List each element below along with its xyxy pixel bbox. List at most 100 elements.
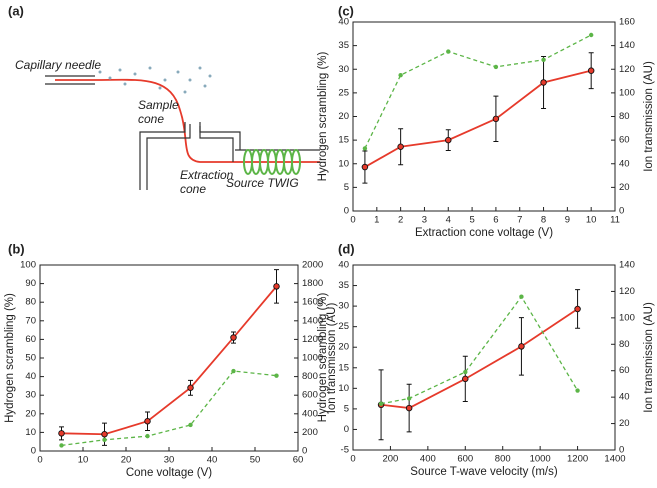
x-tick-label: 1000: [530, 454, 551, 465]
y-tick-label: 5: [344, 403, 349, 414]
y-tick-label: 60: [25, 334, 36, 345]
x-tick-label: 0: [350, 215, 355, 226]
point: [462, 375, 469, 383]
y2-tick-label: 120: [619, 286, 635, 297]
sample-cone: [146, 124, 191, 190]
x-tick-label: 3: [422, 215, 427, 226]
point: [518, 343, 525, 350]
diagram-label: cone: [138, 112, 164, 126]
x-tick-label: 0: [37, 455, 42, 466]
y-axis-title: Hydrogen scrambling (%): [317, 292, 329, 422]
x-axis-title: Extraction cone voltage (V): [415, 227, 553, 239]
y-tick-label: 25: [338, 87, 349, 98]
y-tick-label: 15: [338, 362, 349, 373]
panel-label: (c): [338, 3, 354, 18]
y2-tick-label: 200: [302, 427, 318, 438]
y2-tick-label: 1800: [302, 278, 323, 289]
ion-path: [55, 78, 320, 163]
y2-tick-label: 140: [619, 40, 635, 51]
point: [362, 146, 368, 151]
point: [446, 49, 451, 54]
point: [493, 64, 499, 70]
y-tick-label: 30: [25, 390, 36, 401]
x-tick-label: 9: [565, 215, 570, 226]
series-line: [364, 69, 592, 168]
panel-label: (b): [8, 241, 25, 256]
y2-tick-label: 80: [619, 339, 630, 350]
y-tick-label: 50: [25, 353, 36, 364]
series-line: [364, 34, 592, 149]
point: [519, 294, 524, 299]
twig: [243, 149, 301, 175]
y-tick-label: -5: [341, 445, 349, 456]
x-tick-label: 40: [207, 455, 218, 466]
point: [541, 57, 546, 62]
y-tick-label: 0: [31, 446, 36, 457]
y2-axis-title: Ion transmission (AU): [643, 302, 655, 413]
y2-tick-label: 140: [619, 260, 635, 271]
x-tick-label: 1: [374, 215, 379, 226]
y2-tick-label: 1200: [302, 334, 323, 345]
y-tick-label: 10: [338, 158, 349, 169]
sample-cone: [199, 126, 234, 162]
point: [575, 388, 580, 393]
y-tick-label: 100: [20, 260, 36, 271]
y2-tick-label: 160: [619, 17, 635, 28]
x-tick-label: 200: [382, 454, 398, 465]
diagram-label: cone: [180, 182, 206, 196]
x-tick-label: 2: [398, 215, 403, 226]
point: [378, 401, 384, 406]
plot-frame: [39, 264, 299, 452]
point: [588, 32, 594, 38]
y-tick-label: 40: [338, 17, 349, 28]
y-tick-label: 35: [338, 280, 349, 291]
y2-axis-title: Ion transmission (AU): [326, 303, 338, 414]
y2-tick-label: 0: [619, 445, 624, 456]
y2-tick-label: 400: [302, 408, 318, 419]
y2-tick-label: 40: [619, 158, 630, 169]
y-axis-title: Hydrogen scrambling (%): [4, 293, 16, 423]
point: [273, 283, 280, 290]
y-tick-label: 20: [25, 408, 36, 419]
y-tick-label: 25: [338, 321, 349, 332]
x-tick-label: 10: [586, 215, 597, 226]
y2-tick-label: 600: [302, 390, 318, 401]
point: [406, 396, 412, 401]
y2-tick-label: 0: [302, 446, 307, 457]
x-tick-label: 0: [350, 454, 355, 465]
point: [144, 417, 151, 425]
y-tick-label: 5: [344, 182, 349, 193]
y2-tick-label: 60: [619, 365, 630, 376]
y2-tick-label: 20: [619, 182, 630, 193]
y-tick-label: 20: [338, 111, 349, 122]
point: [445, 136, 452, 144]
point: [102, 437, 107, 443]
y2-tick-label: 0: [619, 206, 624, 217]
y-tick-label: 80: [25, 297, 36, 308]
y2-tick-label: 80: [619, 111, 630, 122]
y2-tick-label: 40: [619, 392, 630, 403]
y2-tick-label: 1400: [302, 315, 323, 326]
x-tick-label: 60: [293, 455, 304, 466]
point: [361, 163, 369, 171]
x-tick-label: 20: [121, 455, 132, 466]
point: [405, 404, 413, 412]
point: [274, 373, 279, 378]
x-axis-title: Source T-wave velocity (m/s): [410, 466, 558, 478]
x-tick-label: 6: [493, 215, 498, 226]
series-line: [61, 370, 277, 447]
y-tick-label: 40: [25, 371, 36, 382]
diagram: [45, 66, 320, 190]
point: [587, 67, 595, 74]
y-tick-label: 40: [338, 260, 349, 271]
x-tick-label: 8: [541, 215, 546, 226]
x-tick-label: 11: [610, 215, 620, 226]
y2-tick-label: 60: [619, 135, 630, 146]
series-line: [380, 308, 579, 409]
diagram-label: Extraction: [180, 168, 234, 182]
y-tick-label: 30: [338, 301, 349, 312]
x-tick-label: 4: [446, 215, 451, 226]
diagram-label: Capillary needle: [15, 58, 101, 72]
sample-cone: [199, 122, 241, 150]
plot-frame: [352, 21, 616, 212]
